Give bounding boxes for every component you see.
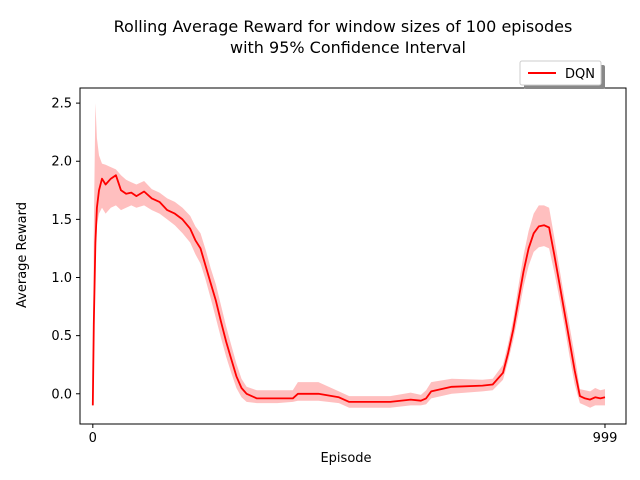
chart-title-line2: with 95% Confidence Interval <box>230 38 466 57</box>
axes-frame <box>79 87 627 425</box>
series-line-layer <box>91 174 606 406</box>
y-tick-label: 2.5 <box>51 97 72 112</box>
confidence-band-dqn <box>92 103 606 408</box>
y-tick-label: 0.5 <box>51 329 72 344</box>
legend-label-dqn: DQN <box>565 67 595 82</box>
plot-area: 0 999 0.0 0.5 1.0 1.5 2.0 2.5 <box>51 87 627 446</box>
x-axis-label: Episode <box>320 451 371 466</box>
x-tick-label: 0 <box>89 431 97 446</box>
series-line-dqn <box>91 174 606 406</box>
y-tick-label: 1.5 <box>51 213 72 228</box>
y-tick-label: 2.0 <box>51 155 72 170</box>
y-tick-label: 0.0 <box>51 387 72 402</box>
y-axis-label: Average Reward <box>15 202 30 308</box>
confidence-band-layer <box>92 103 606 408</box>
legend: DQN <box>519 60 605 89</box>
x-axis-ticks: 0 999 <box>89 424 618 446</box>
y-axis-ticks: 0.0 0.5 1.0 1.5 2.0 2.5 <box>51 97 80 402</box>
x-tick-label: 999 <box>593 431 618 446</box>
legend-box <box>519 60 602 86</box>
chart-title-line1: Rolling Average Reward for window sizes … <box>114 17 573 36</box>
y-tick-label: 1.0 <box>51 271 72 286</box>
